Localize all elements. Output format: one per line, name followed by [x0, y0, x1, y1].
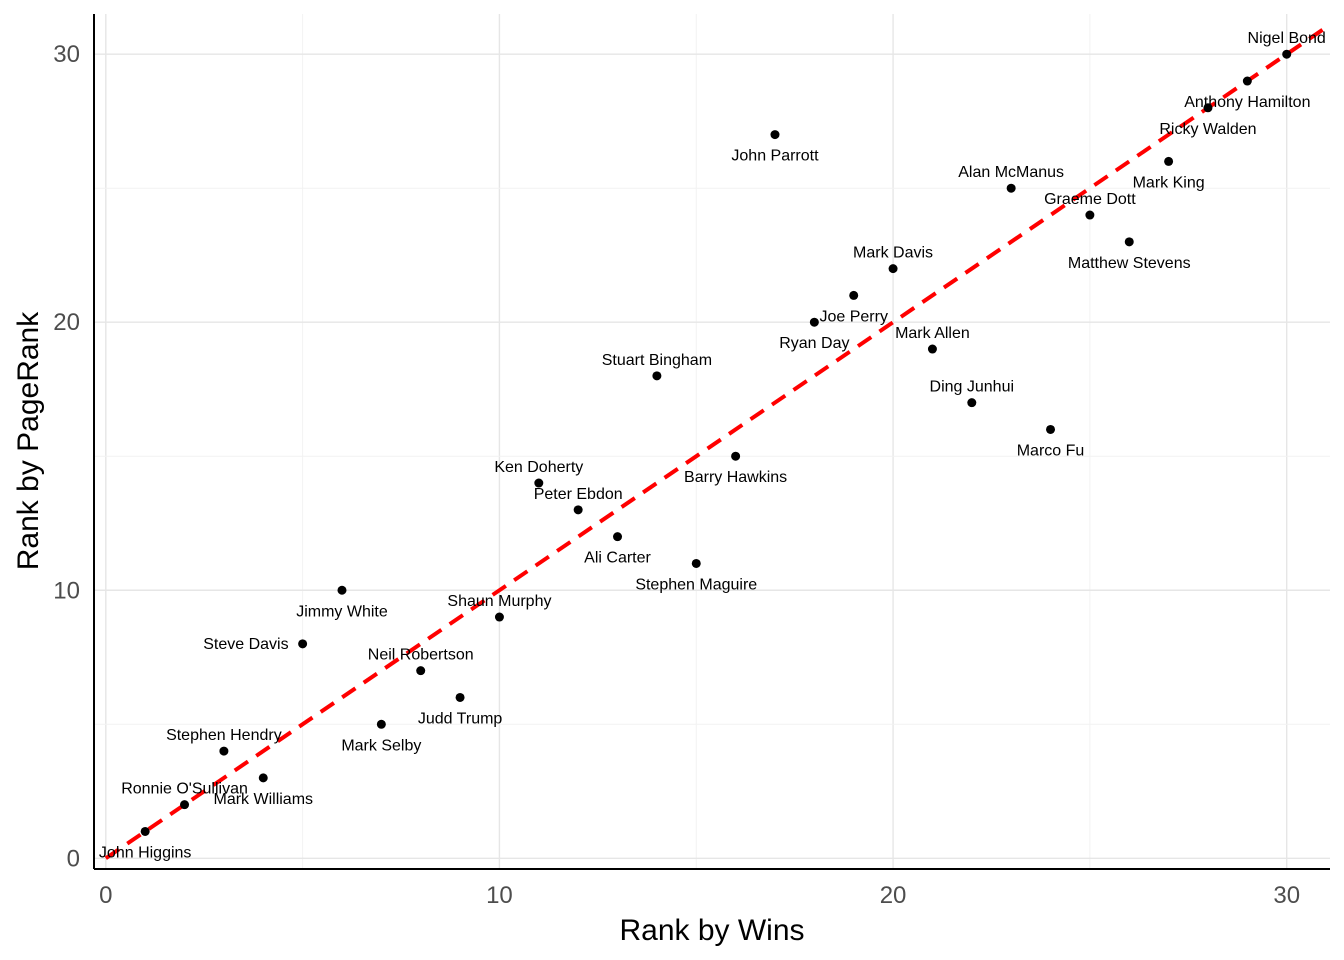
data-point: [849, 290, 859, 300]
y-tick-label: 30: [53, 41, 80, 68]
point-label: Barry Hawkins: [684, 469, 787, 486]
point-label: Jimmy White: [296, 603, 388, 620]
data-point: [731, 451, 741, 461]
data-point: [770, 130, 780, 140]
data-point: [1046, 424, 1056, 434]
reference-line: [104, 25, 1328, 860]
identity-line: [104, 25, 1328, 860]
tick-labels: 0 10 20 30 0 10 20 30: [53, 41, 1300, 909]
data-point: [1242, 76, 1252, 86]
data-point: [1006, 183, 1016, 193]
data-point: [416, 666, 426, 676]
data-point: [376, 719, 386, 729]
point-label: Mark Williams: [213, 791, 313, 808]
data-point: [888, 264, 898, 274]
point-label: Ryan Day: [779, 335, 849, 352]
y-tick-label: 20: [53, 309, 80, 336]
data-point: [298, 639, 308, 649]
point-label: Graeme Dott: [1044, 191, 1136, 208]
point-label: Ronnie O'Sullivan: [121, 781, 248, 798]
point-label: Mark King: [1133, 174, 1205, 191]
data-point: [691, 558, 701, 568]
point-label: Ken Doherty: [494, 459, 583, 476]
data-point: [809, 317, 819, 327]
data-point: [927, 344, 937, 354]
data-point: [180, 800, 190, 810]
y-tick-label: 0: [67, 845, 80, 872]
axes: [93, 14, 1330, 870]
data-point: [1282, 49, 1292, 59]
y-tick-label: 10: [53, 577, 80, 604]
point-label: Alan McManus: [958, 164, 1064, 181]
x-tick-label: 20: [880, 882, 907, 909]
y-axis-title: Rank by PageRank: [12, 311, 45, 570]
point-label: Ali Carter: [584, 550, 651, 567]
data-point: [967, 398, 977, 408]
point-label: Steve Davis: [203, 636, 288, 653]
data-point: [494, 612, 504, 622]
point-label: Mark Selby: [341, 737, 421, 754]
point-label: John Higgins: [99, 844, 192, 861]
point-label: John Parrott: [731, 148, 819, 165]
x-tick-label: 30: [1273, 882, 1300, 909]
data-point: [652, 371, 662, 381]
data-point: [534, 478, 544, 488]
data-point: [455, 692, 465, 702]
point-label: Judd Trump: [418, 710, 503, 727]
point-label: Stephen Maguire: [635, 576, 757, 593]
data-point: [1203, 103, 1213, 113]
point-label: Stephen Hendry: [166, 727, 282, 744]
data-point: [258, 773, 268, 783]
point-label: Anthony Hamilton: [1184, 94, 1310, 111]
grid-lines: [94, 14, 1330, 869]
data-point: [1164, 156, 1174, 166]
point-label: Joe Perry: [819, 308, 887, 325]
point-label: Neil Robertson: [368, 647, 474, 664]
point-label: Marco Fu: [1017, 442, 1085, 459]
point-label: Peter Ebdon: [534, 486, 623, 503]
point-label: Mark Davis: [853, 245, 933, 262]
point-label: Ding Junhui: [930, 379, 1015, 396]
data-point: [1124, 237, 1134, 247]
data-points: [140, 49, 1292, 836]
data-point: [613, 532, 623, 542]
x-axis-title: Rank by Wins: [619, 914, 804, 947]
x-tick-label: 0: [99, 882, 112, 909]
data-point: [140, 826, 150, 836]
point-labels: John Higgins Ronnie O'Sullivan Stephen Hen…: [99, 30, 1326, 861]
point-label: Stuart Bingham: [602, 352, 712, 369]
data-point: [219, 746, 229, 756]
data-point: [573, 505, 583, 515]
data-point: [337, 585, 347, 595]
x-tick-label: 10: [486, 882, 513, 909]
point-label: Shaun Murphy: [447, 593, 551, 610]
point-label: Matthew Stevens: [1068, 255, 1191, 272]
point-label: Ricky Walden: [1159, 121, 1256, 138]
data-point: [1085, 210, 1095, 220]
point-label: Mark Allen: [895, 325, 970, 342]
point-label: Nigel Bond: [1248, 30, 1326, 47]
